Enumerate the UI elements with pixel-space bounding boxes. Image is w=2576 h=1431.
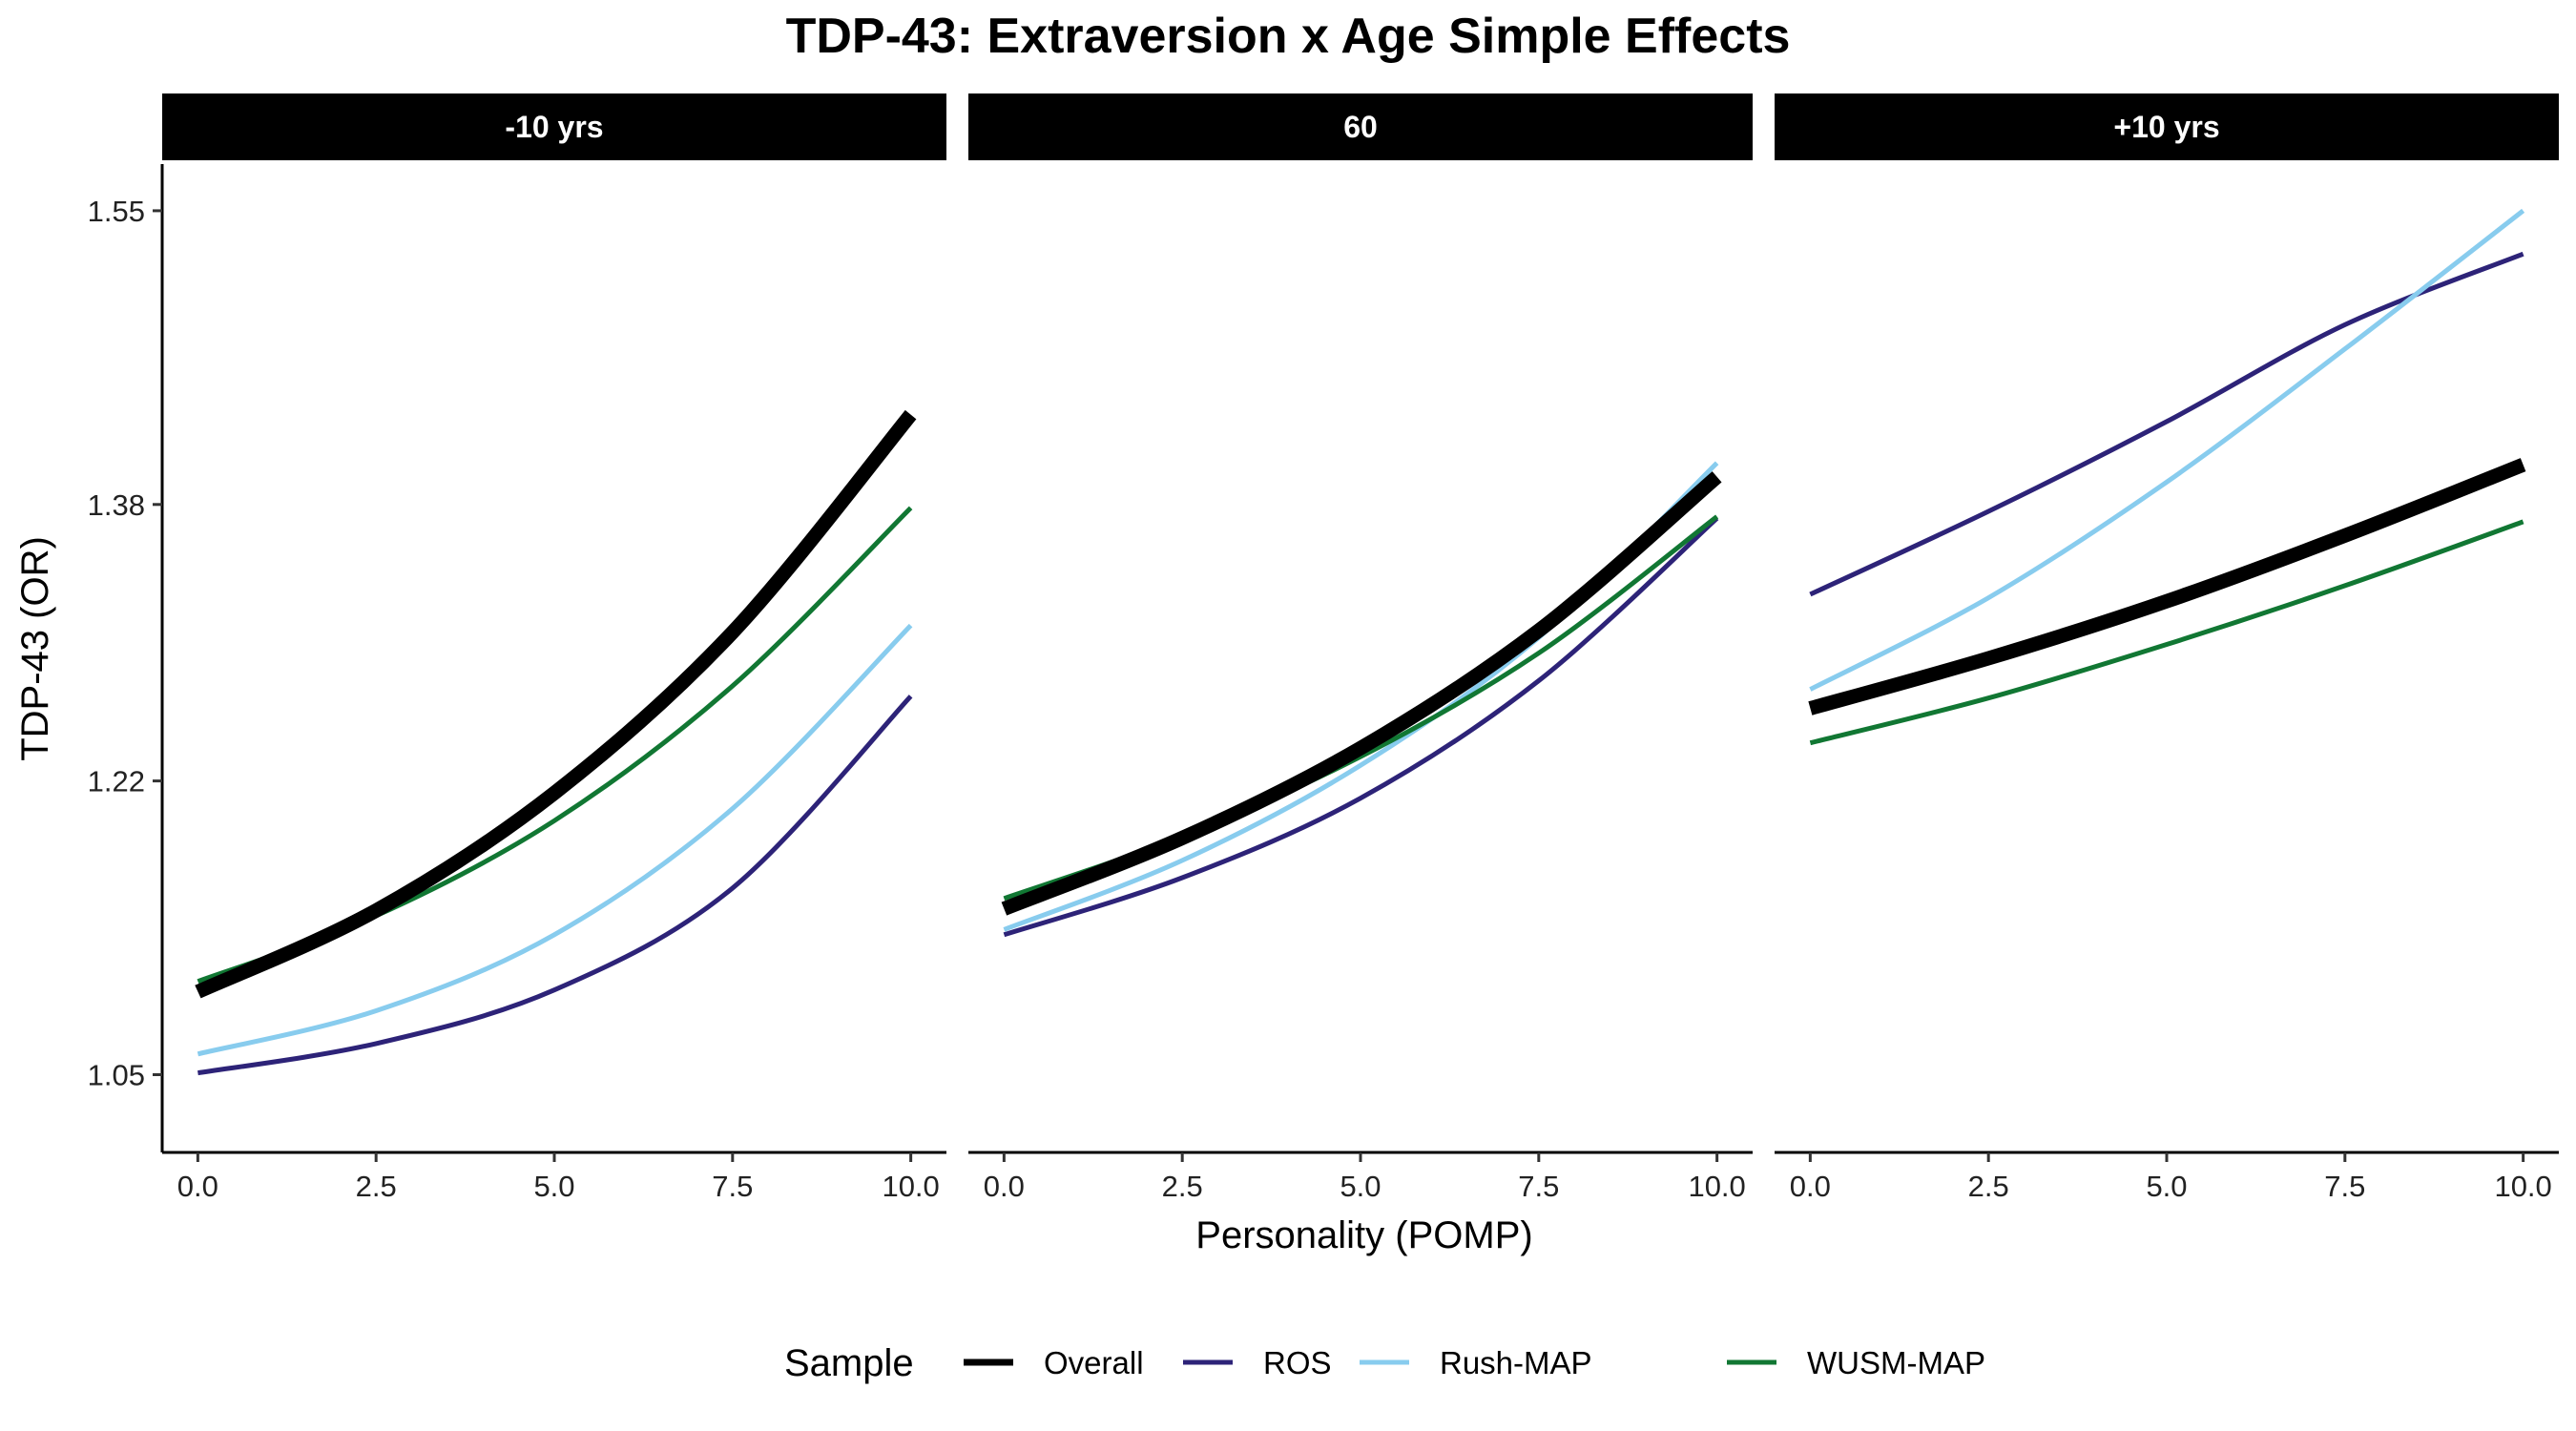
- panel-1: -10 yrs 0.0 2.5 5.0 7.5 10.0: [162, 93, 946, 1203]
- facet-strip-label: +10 yrs: [2113, 110, 2219, 144]
- panel-3: +10 yrs 0.0 2.5 5.0 7.5 10.0: [1775, 93, 2559, 1203]
- legend-label-wusm-map: WUSM-MAP: [1807, 1345, 1985, 1380]
- y-axis-title: TDP-43 (OR): [14, 536, 56, 761]
- facet-panels: -10 yrs 0.0 2.5 5.0 7.5 10.0 60 0.0 2.5 5.0 7.5 10.…: [162, 93, 2559, 1203]
- x-tick-label: 10.0: [882, 1170, 939, 1203]
- x-tick-label: 7.5: [712, 1170, 753, 1203]
- series-line-rush-map: [197, 623, 913, 1057]
- series-line-wusm-map: [197, 506, 913, 985]
- x-tick-label: 2.5: [356, 1170, 397, 1203]
- y-tick-label: 1.55: [88, 195, 145, 228]
- chart-title: TDP-43: Extraversion x Age Simple Effect…: [785, 9, 1791, 64]
- series-line-wusm-map: [1809, 519, 2524, 746]
- x-tick-label: 0.0: [1790, 1170, 1831, 1203]
- x-tick-label: 2.5: [1162, 1170, 1203, 1203]
- x-tick-label: 10.0: [1688, 1170, 1745, 1203]
- panel-2: 60 0.0 2.5 5.0 7.5 10.0: [968, 93, 1753, 1203]
- series-line-overall: [1001, 471, 1722, 916]
- x-tick-label: 0.0: [177, 1170, 218, 1203]
- x-tick-label: 5.0: [1340, 1170, 1381, 1203]
- x-tick-label: 10.0: [2494, 1170, 2551, 1203]
- series-line-overall: [1808, 458, 2526, 716]
- y-axis: 1.05 1.22 1.38 1.55: [88, 164, 164, 1152]
- legend-label-overall: Overall: [1044, 1345, 1144, 1380]
- series-line-ros: [197, 695, 913, 1076]
- x-tick-label: 2.5: [1968, 1170, 2009, 1203]
- facet-strip-label: 60: [1343, 110, 1378, 144]
- legend-label-ros: ROS: [1263, 1345, 1332, 1380]
- x-tick-label: 0.0: [984, 1170, 1025, 1203]
- x-tick-label: 7.5: [1518, 1170, 1559, 1203]
- facet-strip: [1775, 93, 2559, 160]
- x-tick-label: 5.0: [533, 1170, 574, 1203]
- facet-strip: [968, 93, 1753, 160]
- facet-strip-label: -10 yrs: [505, 110, 603, 144]
- series-line-ros: [1809, 251, 2524, 597]
- series-line-rush-map: [1809, 208, 2525, 692]
- legend-title: Sample: [784, 1342, 914, 1384]
- x-tick-label: 5.0: [2146, 1170, 2187, 1203]
- x-tick-label: 7.5: [2324, 1170, 2365, 1203]
- y-tick-label: 1.38: [88, 488, 145, 522]
- series-line-overall: [195, 409, 917, 999]
- facet-strip: [162, 93, 946, 160]
- y-tick-label: 1.22: [88, 765, 145, 798]
- series-line-ros: [1003, 516, 1719, 938]
- series-line-rush-map: [1003, 461, 1719, 932]
- y-tick-label: 1.05: [88, 1058, 145, 1091]
- legend-label-rush-map: Rush-MAP: [1440, 1345, 1592, 1380]
- x-axis-title: Personality (POMP): [1195, 1214, 1532, 1256]
- legend: Sample Overall ROS Rush-MAP WUSM-MAP: [784, 1342, 1985, 1384]
